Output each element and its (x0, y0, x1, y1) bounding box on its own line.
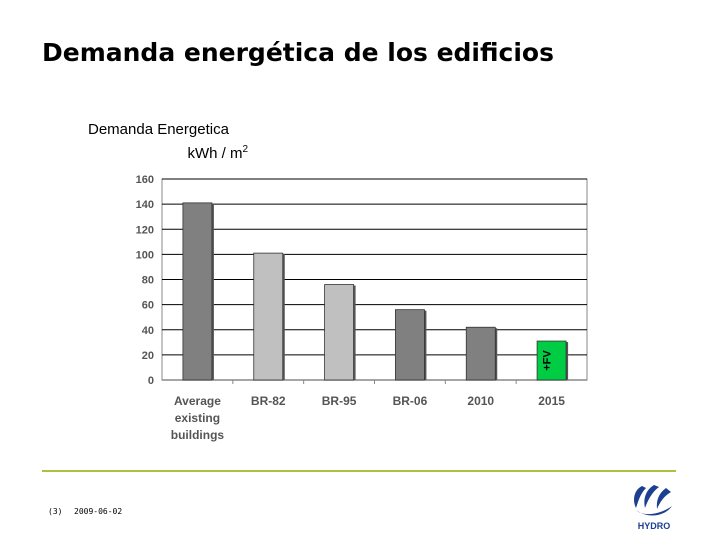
x-tick-label: 2015 (538, 394, 565, 408)
footer-date: 2009-06-02 (74, 507, 123, 516)
y-tick-label: 60 (142, 300, 154, 312)
bar (182, 202, 213, 381)
chart-unit-text: Wh / m (194, 145, 243, 162)
x-tick-label: 2010 (467, 394, 494, 408)
y-tick-label: 80 (142, 275, 154, 287)
y-tick-label: 20 (142, 350, 154, 362)
y-tick-label: 0 (148, 375, 154, 387)
bar (536, 340, 567, 381)
page-number: (3) (48, 507, 63, 516)
y-tick-label: 160 (136, 174, 154, 186)
y-tick-label: 120 (136, 224, 154, 236)
footer-divider (42, 470, 676, 472)
bar-chart: 0 20 40 60 80 100 120 140 160 Average existing buil… (136, 174, 588, 442)
chart-title: Demanda Energetica kWh / m2 (88, 120, 248, 164)
bar (465, 326, 496, 381)
chart-unit: kWh / m2 (88, 140, 248, 164)
hydro-logo-icon: HYDRO (634, 485, 672, 531)
chart-unit-base: k (187, 145, 195, 162)
bar (253, 252, 284, 381)
bar-annotation: +FV (541, 350, 553, 371)
bar (395, 309, 425, 381)
y-tick-label: 140 (136, 199, 154, 211)
x-tick-label: BR-82 (251, 394, 286, 408)
x-tick-label: BR-06 (393, 394, 428, 408)
x-tick-label: buildings (171, 428, 225, 442)
bar (324, 284, 354, 381)
chart-unit-sup: 2 (242, 144, 248, 155)
y-tick-label: 100 (136, 249, 154, 261)
logo-text: HYDRO (638, 521, 671, 531)
x-tick-label: Average (174, 394, 221, 408)
x-tick-label: existing (175, 411, 220, 425)
chart-title-line: Demanda Energetica (88, 121, 229, 138)
slide-title: Demanda energética de los edificios (42, 38, 554, 67)
x-tick-label: BR-95 (322, 394, 357, 408)
y-tick-label: 40 (142, 325, 154, 337)
